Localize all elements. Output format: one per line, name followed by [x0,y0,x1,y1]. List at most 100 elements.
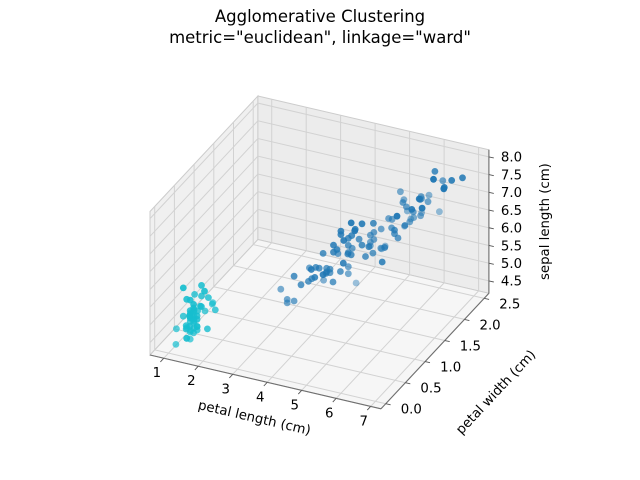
z-axis-label: sepal length (cm) [538,163,553,280]
y-tick-label: 0.0 [401,403,422,418]
grid-line-x [266,123,376,383]
data-point [355,235,363,243]
y-tick-label: 1.5 [460,340,481,355]
grid-line-x [232,115,342,375]
data-point [377,244,385,252]
z-tick-label: 8.0 [501,151,522,166]
data-point [290,272,298,280]
data-point [401,222,409,229]
x-tick-label: 2 [187,374,195,389]
data-point [173,325,180,333]
data-point [431,168,439,175]
tick-labels: 1 2 3 4 5 6 7 0.0 0.5 1.0 1.5 2.0 2.5 4.5 5.0 5.5 6.0 6.5… [153,151,522,430]
data-point [208,300,216,308]
data-point [186,312,194,320]
data-point [204,325,211,333]
grid-line-x [197,107,307,367]
data-point [417,212,424,220]
data-point [211,306,219,314]
data-point [436,208,443,216]
grid-line-z [149,191,490,308]
data-point [418,204,426,212]
data-point [201,287,208,295]
data-point [388,215,396,223]
scatter-points [172,168,466,348]
z-tick-mark [488,156,494,159]
data-point [179,284,187,292]
grid-lines [149,99,490,407]
z-tick-label: 6.0 [501,222,522,237]
y-tick-mark [405,382,411,385]
data-point [358,220,366,228]
data-point [179,312,187,320]
grid-line-x [370,147,480,407]
data-point [337,227,345,235]
y-tick-mark [484,297,490,300]
y-tick-mark [385,403,391,406]
y-tick-mark [464,318,470,321]
z-tick-label: 7.5 [501,168,522,183]
x-tick-mark [297,390,303,395]
data-point [344,270,352,278]
data-point [393,212,401,220]
x-tick-label: 7 [359,414,367,429]
grid-line-z [149,102,490,219]
y-axis-line [380,292,490,410]
grid-line-z [149,226,490,343]
z-tick-label: 4.5 [501,275,522,290]
data-point [351,227,359,235]
data-point [370,219,377,227]
data-point [397,188,404,196]
data-point [297,281,305,289]
z-tick-mark [488,191,494,194]
data-point [322,269,330,277]
data-point [337,268,344,275]
z-tick-mark [488,227,494,230]
y-tick-label: 2.0 [480,318,501,333]
data-point [197,302,204,310]
grid-line-z [149,120,490,237]
x-tick-label: 4 [256,390,264,405]
data-point [347,251,355,259]
data-point [205,294,212,301]
axes3d: 1 2 3 4 5 6 7 0.0 0.5 1.0 1.5 2.0 2.5 4.5 5.0 5.5 6.0 6.5… [149,94,553,439]
data-point [311,274,319,281]
data-point [378,258,386,266]
data-point [370,229,378,236]
grid-line-y [154,206,386,405]
grid-line-y [213,143,445,341]
grid-line-x [301,131,411,391]
z-tick-label: 7.0 [501,186,522,201]
data-point [369,249,377,257]
data-point [347,219,355,227]
data-point [283,296,291,303]
data-point [191,291,199,298]
data-point [186,335,194,343]
x-tick-mark [194,365,199,371]
data-point [430,175,437,183]
data-point [425,191,433,199]
data-point [408,206,416,213]
grid-line-z [149,155,490,273]
data-point [439,177,447,185]
y-tick-label: 2.5 [499,297,520,312]
data-point [340,237,348,244]
data-point [344,263,352,271]
chart-title-line1: Agglomerative Clustering [214,7,426,26]
chart-title: Agglomerative Clustering metric="euclide… [0,7,640,49]
data-point [320,276,327,284]
y-tick-mark [425,361,431,364]
data-point [448,177,456,184]
data-point [391,226,398,234]
data-point [198,282,205,289]
data-point [415,195,423,203]
y-tick-label: 0.5 [420,382,441,397]
x-tick-label: 3 [221,382,229,397]
data-point [339,259,347,267]
data-point [290,297,298,305]
data-point [330,241,337,249]
grid-line-y [233,122,465,320]
x-tick-label: 6 [325,406,333,421]
data-point [172,341,180,348]
